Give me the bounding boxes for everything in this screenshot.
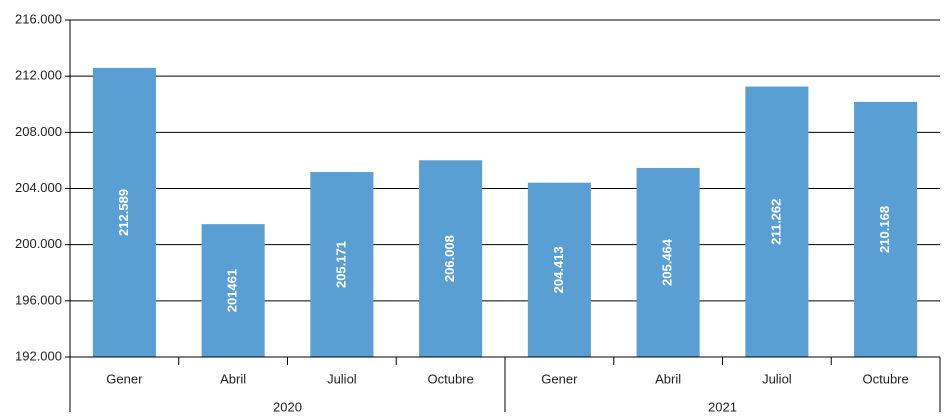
value-label: 210.168	[877, 206, 892, 253]
value-label: 212.589	[116, 189, 131, 236]
value-label: 206.008	[442, 235, 457, 282]
value-label: 204.413	[551, 246, 566, 293]
y-tick-label: 204.000	[15, 180, 62, 195]
bar	[854, 101, 918, 358]
x-tick-label: Octubre	[863, 371, 909, 386]
x-tick-label: Juliol	[762, 371, 792, 386]
x-tick-label: Abril	[220, 371, 246, 386]
y-tick-label: 196.000	[15, 292, 62, 307]
value-label: 205.464	[660, 238, 675, 286]
value-label: 205.171	[333, 241, 348, 288]
y-tick-label: 212.000	[15, 68, 62, 83]
bar	[419, 160, 483, 357]
bar	[310, 172, 374, 357]
y-tick-label: 192.000	[15, 348, 62, 363]
x-tick-label: Octubre	[428, 371, 474, 386]
bar	[92, 67, 156, 358]
y-tick-label: 200.000	[15, 236, 62, 251]
bar	[745, 86, 809, 357]
bar	[201, 224, 265, 357]
x-tick-label: Gener	[106, 371, 143, 386]
y-tick-label: 216.000	[15, 11, 62, 26]
bar	[527, 182, 591, 357]
x-tick-label: Abril	[655, 371, 681, 386]
x-tick-label: Juliol	[327, 371, 357, 386]
y-tick-label: 208.000	[15, 124, 62, 139]
bar	[636, 167, 700, 357]
group-label: 2021	[708, 399, 737, 414]
value-label: 211.262	[768, 199, 783, 245]
group-label: 2020	[273, 399, 302, 414]
x-tick-label: Gener	[541, 371, 578, 386]
value-label: 201461	[225, 269, 240, 312]
